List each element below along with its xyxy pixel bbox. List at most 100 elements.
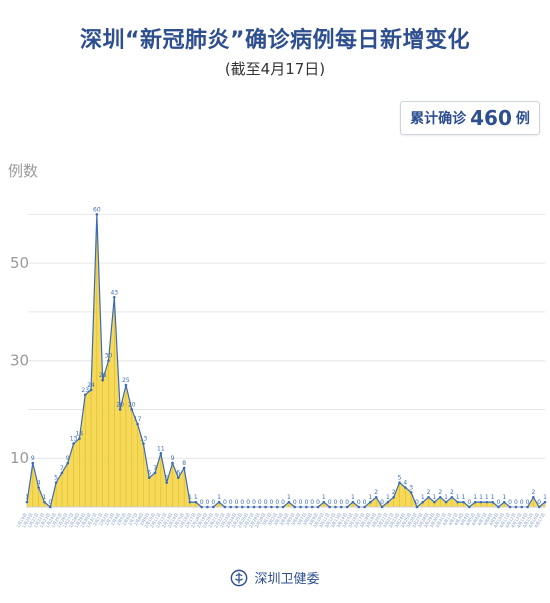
data-point	[444, 500, 448, 504]
data-point	[415, 505, 419, 509]
data-point	[339, 505, 343, 509]
data-point	[473, 500, 477, 504]
data-label: 1	[43, 494, 47, 501]
data-label: 26	[99, 372, 107, 379]
data-label: 2	[392, 489, 396, 496]
data-label: 2	[438, 489, 442, 496]
data-point	[60, 471, 64, 475]
y-axis-label: 例数	[8, 162, 39, 180]
data-point	[270, 505, 273, 509]
data-label: 1	[433, 494, 437, 501]
data-point	[316, 505, 320, 509]
data-label: 11	[157, 445, 165, 452]
data-label: 0	[281, 499, 285, 506]
data-label: 3	[409, 484, 413, 491]
data-point	[328, 505, 331, 509]
data-label: 0	[526, 499, 530, 506]
data-point	[130, 408, 134, 411]
data-point	[206, 505, 209, 509]
data-point	[223, 505, 227, 509]
data-label: 2	[450, 489, 454, 496]
data-point	[479, 500, 483, 504]
data-label: 30	[105, 353, 113, 360]
footer: 深圳卫健委	[0, 568, 550, 587]
y-tick-label: 50	[10, 254, 29, 272]
data-point	[31, 461, 35, 465]
data-label: 0	[200, 499, 204, 506]
data-point	[200, 505, 203, 509]
data-point	[211, 505, 215, 509]
data-label: 6	[176, 470, 180, 477]
data-label: 0	[363, 499, 367, 506]
data-label: 1	[386, 494, 390, 501]
data-label: 0	[345, 499, 349, 506]
data-label: 0	[275, 499, 279, 506]
data-label: 1	[322, 494, 326, 501]
data-label: 0	[48, 499, 52, 506]
data-label: 2	[374, 489, 378, 496]
data-point	[305, 505, 308, 509]
data-point	[241, 505, 244, 509]
data-label: 0	[310, 499, 314, 506]
data-point	[43, 500, 46, 504]
data-point	[386, 500, 390, 504]
data-label: 25	[122, 377, 130, 384]
data-point	[72, 442, 75, 445]
data-point	[421, 500, 425, 504]
data-point	[246, 505, 250, 509]
data-label: 0	[223, 499, 227, 506]
data-point	[322, 500, 326, 504]
data-label: 1	[421, 494, 425, 501]
data-label: 17	[134, 416, 142, 423]
data-label: 6	[147, 470, 151, 477]
data-label: 1	[25, 494, 29, 501]
data-point	[182, 466, 186, 470]
data-point	[118, 408, 122, 411]
data-label: 5	[165, 475, 169, 482]
data-label: 0	[497, 499, 501, 506]
data-label: 0	[357, 499, 361, 506]
data-label: 0	[304, 499, 308, 506]
data-label: 1	[287, 494, 291, 501]
data-label: 0	[299, 499, 303, 506]
data-label: 0	[235, 499, 239, 506]
total-cases-badge: 累计确诊 460 例	[400, 101, 540, 135]
data-point	[124, 383, 128, 387]
data-point	[456, 500, 459, 504]
data-point	[194, 500, 198, 504]
data-point	[363, 505, 366, 509]
data-point	[177, 476, 180, 480]
data-label: 0	[334, 499, 338, 506]
data-label: 0	[467, 499, 471, 506]
data-point	[136, 422, 139, 426]
data-label: 0	[293, 499, 297, 506]
data-point	[275, 505, 279, 509]
data-point	[37, 486, 40, 489]
data-label: 7	[153, 465, 157, 472]
data-point	[532, 495, 535, 499]
page-subtitle: (截至4月17日)	[224, 60, 326, 78]
data-point	[89, 388, 93, 392]
data-label: 43	[110, 289, 118, 296]
data-label: 0	[380, 499, 384, 506]
data-point	[101, 378, 104, 382]
data-point	[427, 495, 430, 499]
total-cases-label: 累计确诊	[410, 111, 467, 127]
data-label: 1	[491, 494, 495, 501]
total-cases-value: 460	[470, 106, 512, 130]
data-point	[281, 505, 285, 509]
data-label: 0	[520, 499, 524, 506]
data-point	[83, 393, 87, 397]
data-point	[450, 495, 454, 499]
data-point	[392, 495, 395, 499]
data-point	[409, 491, 413, 494]
data-point	[287, 500, 291, 504]
data-point	[113, 295, 116, 299]
data-point	[433, 500, 436, 504]
data-label: 1	[444, 494, 448, 501]
data-label: 0	[316, 499, 320, 506]
data-label: 9	[31, 455, 35, 462]
data-point	[485, 500, 489, 504]
data-point	[491, 500, 494, 504]
data-label: 0	[264, 499, 268, 506]
